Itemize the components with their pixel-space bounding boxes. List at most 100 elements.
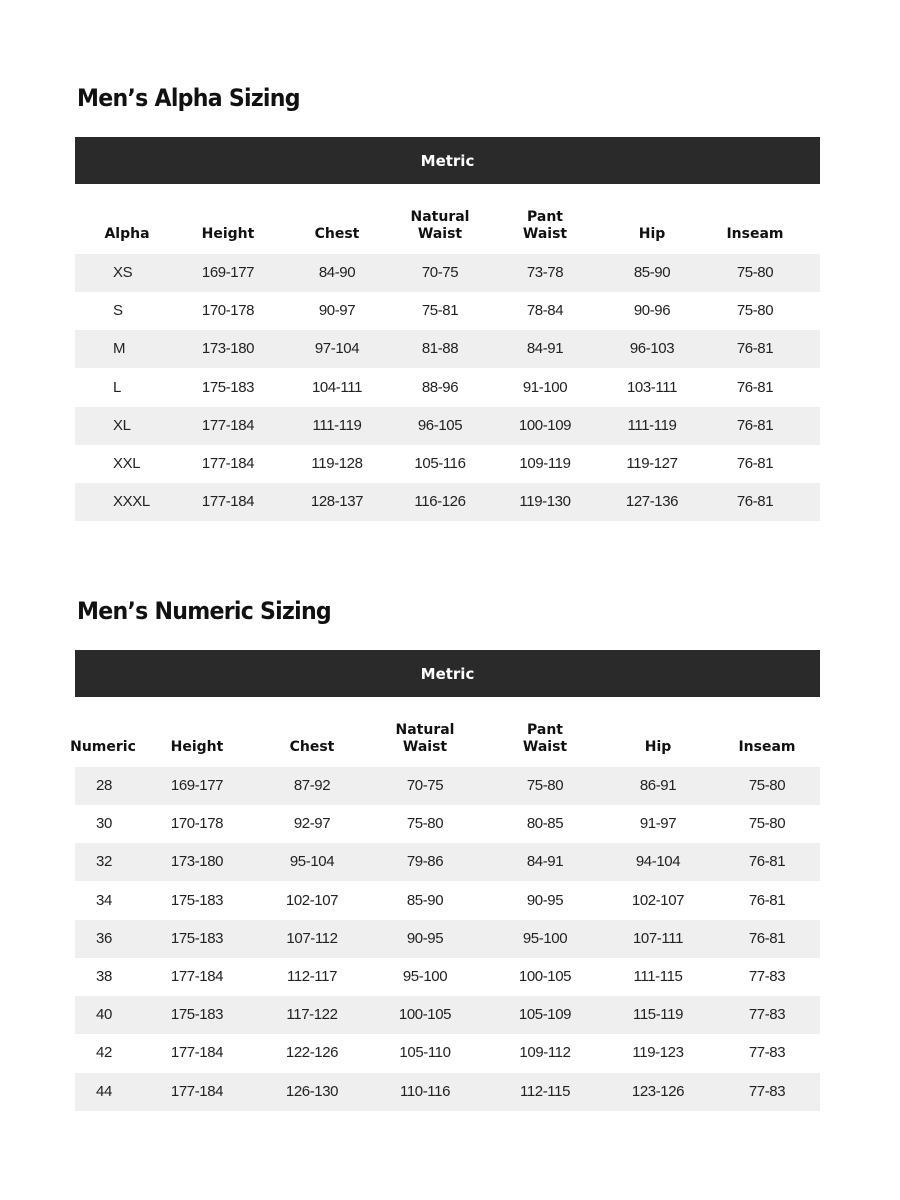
- table-cell: 84-91: [526, 340, 564, 358]
- table-row: 36 175-183 107-112 90-95 95-100 107-111 76-81: [75, 919, 820, 958]
- table-cell: 73-78: [526, 264, 564, 281]
- table-cell: 100-105: [398, 1006, 452, 1024]
- table-cell: 105-109: [518, 1006, 572, 1024]
- column-header: Numeric: [70, 739, 136, 755]
- table-cell: 75-81: [421, 302, 459, 320]
- table-cell: 169-177: [170, 777, 224, 794]
- column-header: Natural Waist: [410, 209, 470, 242]
- column-header: Inseam: [726, 226, 784, 242]
- table-cell: 170-178: [170, 815, 224, 833]
- table-cell: 90-95: [406, 929, 444, 947]
- table-row: 28 169-177 87-92 70-75 75-80 86-91 75-80: [75, 767, 820, 805]
- table-cell: 109-119: [519, 455, 571, 472]
- metric-header-bar: Metric: [75, 650, 820, 697]
- column-header: Height: [201, 226, 255, 242]
- table-cell: 70-75: [421, 264, 459, 281]
- table-cell: 115-119: [632, 1006, 684, 1024]
- table-cell: 84-91: [526, 853, 564, 871]
- table-cell: 119-130: [519, 493, 571, 511]
- column-header: Hip: [638, 226, 666, 242]
- table-cell: 117-122: [286, 1006, 338, 1024]
- column-header: Pant Waist: [522, 209, 568, 242]
- size-label-cell: 30: [96, 815, 112, 833]
- size-label-cell: 40: [96, 1006, 112, 1024]
- column-header: Chest: [314, 226, 360, 242]
- table-cell: 127-136: [625, 493, 679, 511]
- size-label-cell: 28: [96, 777, 112, 794]
- section-title: Men’s Alpha Sizing: [77, 84, 301, 112]
- size-label-cell: M: [113, 340, 126, 358]
- size-label-cell: 36: [96, 929, 112, 947]
- table-cell: 122-126: [285, 1044, 339, 1062]
- column-header: Alpha: [104, 226, 150, 242]
- table-cell: 84-90: [318, 264, 356, 281]
- table-cell: 76-81: [736, 455, 774, 472]
- size-label-cell: XS: [113, 264, 133, 281]
- table-cell: 75-80: [748, 777, 786, 794]
- column-header: Height: [170, 739, 224, 755]
- table-cell: 128-137: [310, 493, 364, 511]
- table-cell: 94-104: [635, 853, 681, 871]
- table-cell: 76-81: [748, 891, 786, 909]
- table-cell: 177-184: [170, 1082, 224, 1100]
- table-cell: 91-97: [639, 815, 677, 833]
- table-cell: 119-128: [311, 455, 363, 472]
- table-cell: 85-90: [633, 264, 671, 281]
- column-header: Chest: [289, 739, 335, 755]
- table-cell: 90-95: [526, 891, 564, 909]
- table-cell: 177-184: [201, 416, 255, 434]
- size-label-cell: 42: [96, 1044, 112, 1062]
- table-cell: 91-100: [522, 378, 568, 396]
- table-row: 32 173-180 95-104 79-86 84-91 94-104 76-81: [75, 843, 820, 882]
- table-cell: 170-178: [201, 302, 255, 320]
- column-header: Inseam: [738, 739, 796, 755]
- table-cell: 95-104: [289, 853, 335, 871]
- table-cell: 112-115: [519, 1082, 571, 1100]
- table-cell: 76-81: [736, 416, 774, 434]
- table-cell: 175-183: [170, 1006, 224, 1024]
- table-row: XXL 177-184 119-128 105-116 109-119 119-127 76…: [75, 445, 820, 483]
- table-row: M 173-180 97-104 81-88 84-91 96-103 76-81: [75, 330, 820, 369]
- size-label-cell: 32: [96, 853, 112, 871]
- size-label-cell: 34: [96, 891, 112, 909]
- table-cell: 102-107: [631, 891, 685, 909]
- table-cell: 126-130: [285, 1082, 339, 1100]
- table-cell: 76-81: [736, 340, 774, 358]
- table-row: 44 177-184 126-130 110-116 112-115 123-126 77-…: [75, 1072, 820, 1111]
- table-row: XL 177-184 111-119 96-105 100-109 111-119 76-8…: [75, 406, 820, 445]
- size-label-cell: XXL: [113, 455, 141, 472]
- table-row: 42 177-184 122-126 105-110 109-112 119-123 77-…: [75, 1034, 820, 1072]
- table-cell: 111-119: [627, 416, 677, 434]
- table-cell: 97-104: [314, 340, 360, 358]
- table-cell: 76-81: [736, 493, 774, 511]
- table-cell: 96-105: [417, 416, 463, 434]
- table-cell: 78-84: [526, 302, 564, 320]
- table-cell: 95-100: [522, 929, 568, 947]
- column-header: Natural Waist: [395, 722, 455, 755]
- table-row: XXXL 177-184 128-137 116-126 119-130 127-136 7…: [75, 483, 820, 522]
- table-cell: 95-100: [402, 968, 448, 985]
- table-row: 34 175-183 102-107 85-90 90-95 102-107 76-81: [75, 882, 820, 920]
- table-cell: 110-116: [399, 1082, 451, 1100]
- table-cell: 175-183: [170, 929, 224, 947]
- table-row: S 170-178 90-97 75-81 78-84 90-96 75-80: [75, 292, 820, 330]
- size-label-cell: 44: [96, 1082, 112, 1100]
- column-header: Hip: [644, 739, 672, 755]
- table-cell: 177-184: [201, 455, 255, 472]
- table-cell: 119-123: [632, 1044, 684, 1062]
- table-row: XS 169-177 84-90 70-75 73-78 85-90 75-80: [75, 254, 820, 292]
- table-cell: 75-80: [736, 264, 774, 281]
- table-cell: 77-83: [748, 1044, 786, 1062]
- table-cell: 70-75: [406, 777, 444, 794]
- table-cell: 119-127: [626, 455, 678, 472]
- table-cell: 109-112: [519, 1044, 571, 1062]
- table-cell: 105-110: [399, 1044, 451, 1062]
- table-cell: 86-91: [639, 777, 677, 794]
- table-cell: 76-81: [736, 378, 774, 396]
- table-cell: 96-103: [629, 340, 675, 358]
- table-cell: 88-96: [421, 378, 459, 396]
- table-row: 30 170-178 92-97 75-80 80-85 91-97 75-80: [75, 805, 820, 843]
- table-cell: 87-92: [293, 777, 331, 794]
- table-cell: 103-111: [626, 378, 678, 396]
- table-cell: 77-83: [748, 968, 786, 985]
